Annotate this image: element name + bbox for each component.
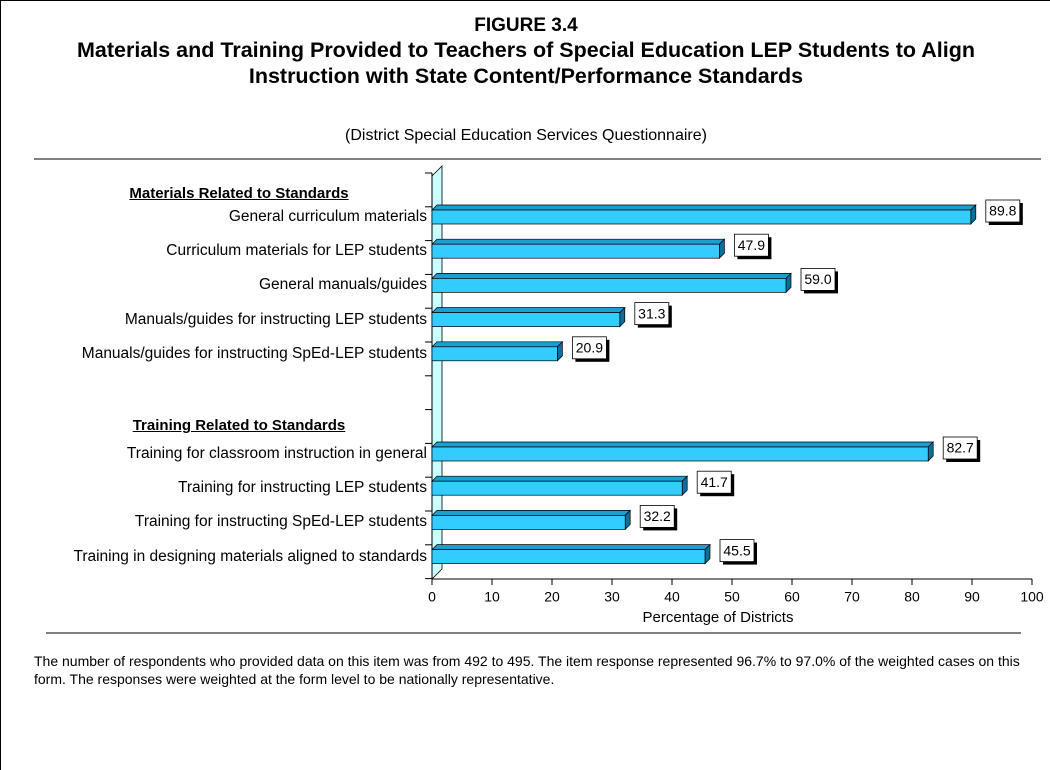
value-label: 47.9 [738, 237, 765, 253]
x-tick-label: 80 [904, 589, 920, 605]
bar [431, 312, 621, 327]
value-label: 32.2 [644, 508, 671, 524]
bar [431, 346, 558, 362]
bar [431, 209, 972, 225]
bar [431, 549, 706, 564]
y-tick-label: Training for classroom instruction in ge… [126, 445, 427, 462]
y-tick-label: Manuals/guides for instructing SpEd-LEP … [81, 344, 427, 362]
value-label-box [639, 504, 675, 528]
y-tick-label: Manuals/guides for instructing LEP stude… [124, 310, 427, 328]
x-tick-label: 90 [964, 589, 980, 605]
bar [431, 480, 683, 496]
bar [431, 278, 787, 293]
value-label: 89.8 [989, 203, 1016, 219]
x-axis-label: Percentage of Districts [643, 609, 794, 626]
bar-top [431, 341, 564, 348]
x-tick-label: 10 [484, 589, 500, 605]
y-tick-label: Training in designing materials aligned … [73, 547, 427, 565]
value-label-box [734, 233, 769, 257]
bar-top [431, 307, 626, 313]
value-label-box [800, 267, 836, 291]
bar-top [431, 441, 935, 448]
bar-top [431, 273, 792, 279]
bar-top [431, 204, 977, 211]
value-label-box [634, 302, 670, 326]
value-label: 41.7 [701, 474, 728, 490]
value-label: 82.7 [947, 440, 974, 456]
group-header: Materials Related to Standards [129, 185, 349, 202]
x-tick-label: 70 [844, 589, 860, 605]
value-label-box [985, 199, 1021, 223]
x-tick-label: 60 [784, 589, 800, 605]
bar-top [431, 475, 689, 482]
value-label: 31.3 [638, 305, 665, 321]
value-label-box [572, 336, 607, 360]
x-tick-label: 30 [604, 589, 620, 605]
x-tick-label: 50 [724, 589, 740, 605]
value-label-box [719, 539, 755, 562]
bar-top [431, 510, 632, 516]
x-tick-label: 100 [1020, 589, 1044, 605]
bar [431, 515, 626, 530]
value-label: 45.5 [723, 542, 750, 558]
y-tick-label: Training for instructing SpEd-LEP studen… [134, 513, 427, 531]
bar-top [431, 544, 711, 550]
x-tick-label: 0 [428, 589, 436, 605]
value-label-box [696, 470, 732, 494]
group-header: Training Related to Standards [132, 417, 346, 434]
y-tick-label: Training for instructing LEP students [178, 479, 427, 497]
value-label: 20.9 [576, 340, 603, 356]
y-tick-label: General curriculum materials [228, 208, 427, 225]
note: The number of respondents who provided d… [34, 653, 1020, 687]
figure-label: FIGURE 3.4 [474, 15, 578, 36]
bar [431, 446, 929, 462]
y-tick-label: Curriculum materials for LEP students [166, 242, 427, 260]
bar-top [431, 238, 726, 245]
value-label-box [942, 436, 978, 460]
chart-subtitle: (District Special Education Services Que… [345, 127, 707, 144]
x-tick-label: 40 [664, 589, 680, 605]
y-tick-label: General manuals/guides [258, 276, 427, 294]
value-label: 59.0 [804, 271, 831, 287]
bar [431, 243, 720, 259]
x-tick-label: 20 [544, 589, 560, 605]
chart-title: Materials and Training Provided to Teach… [77, 38, 975, 88]
